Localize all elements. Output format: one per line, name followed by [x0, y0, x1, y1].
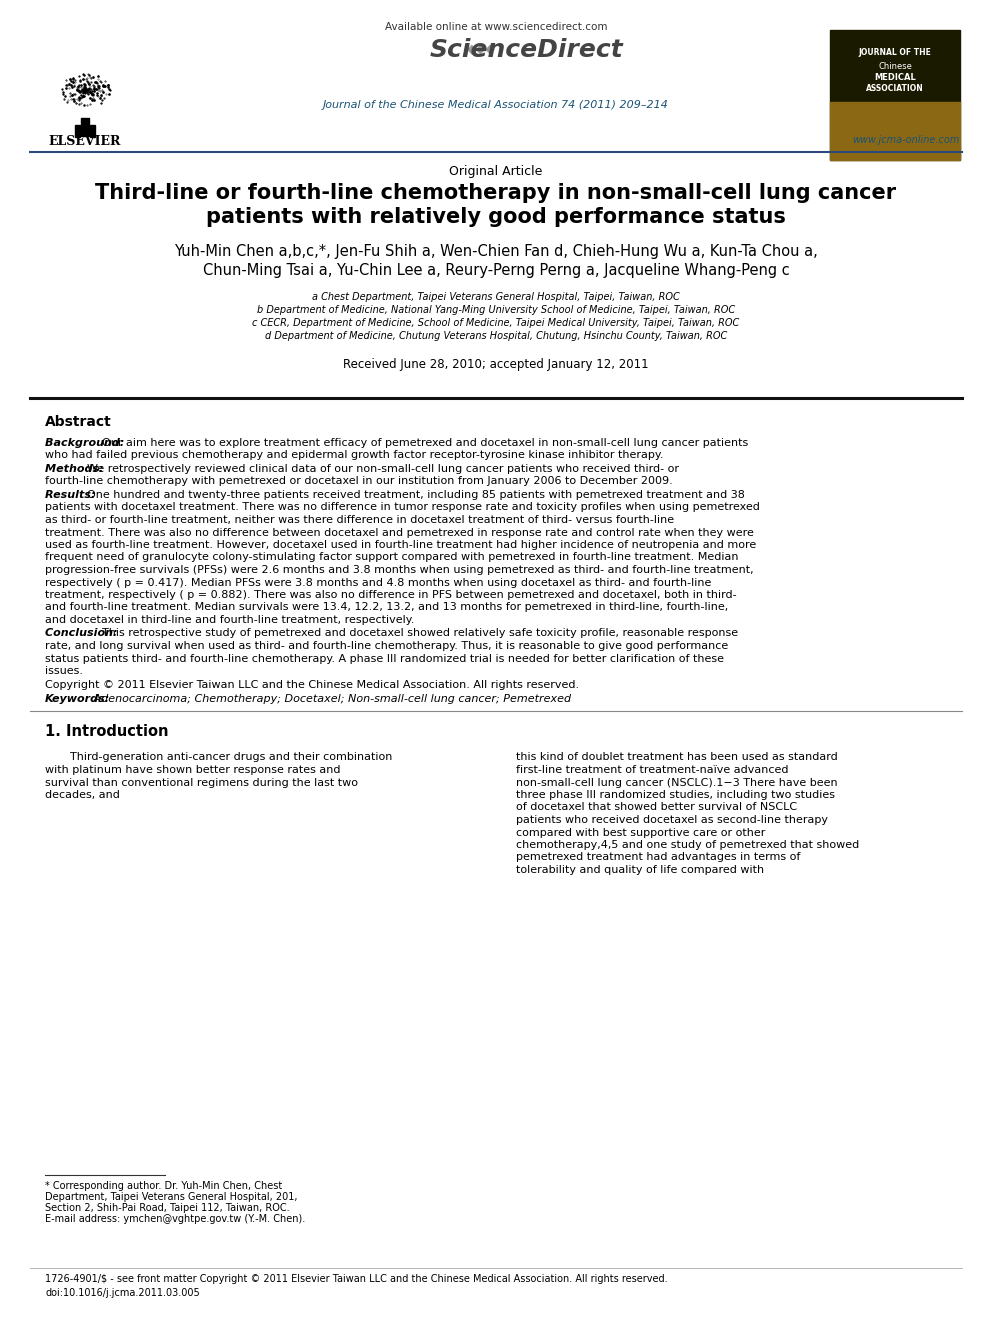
Text: status patients third- and fourth-line chemotherapy. A phase III randomized tria: status patients third- and fourth-line c…: [45, 654, 724, 664]
Text: www.jcma-online.com: www.jcma-online.com: [853, 135, 960, 146]
Text: We retrospectively reviewed clinical data of our non-small-cell lung cancer pati: We retrospectively reviewed clinical dat…: [86, 464, 679, 474]
Text: Third-line or fourth-line chemotherapy in non-small-cell lung cancer: Third-line or fourth-line chemotherapy i…: [95, 183, 897, 202]
Text: Third-generation anti-cancer drugs and their combination: Third-generation anti-cancer drugs and t…: [70, 753, 393, 762]
Text: rate, and long survival when used as third- and fourth-line chemotherapy. Thus, : rate, and long survival when used as thi…: [45, 642, 728, 651]
Text: as third- or fourth-line treatment, neither was there difference in docetaxel tr: as third- or fourth-line treatment, neit…: [45, 515, 675, 525]
Text: survival than conventional regimens during the last two: survival than conventional regimens duri…: [45, 778, 358, 787]
Text: doi:10.1016/j.jcma.2011.03.005: doi:10.1016/j.jcma.2011.03.005: [45, 1289, 199, 1298]
Text: Abstract: Abstract: [45, 415, 112, 429]
Text: 1. Introduction: 1. Introduction: [45, 725, 169, 740]
Text: patients with docetaxel treatment. There was no difference in tumor response rat: patients with docetaxel treatment. There…: [45, 503, 760, 512]
Text: Conclusion:: Conclusion:: [45, 628, 121, 639]
Text: who had failed previous chemotherapy and epidermal growth factor receptor-tyrosi: who had failed previous chemotherapy and…: [45, 451, 664, 460]
Text: Received June 28, 2010; accepted January 12, 2011: Received June 28, 2010; accepted January…: [343, 359, 649, 370]
Text: This retrospective study of pemetrexed and docetaxel showed relatively safe toxi: This retrospective study of pemetrexed a…: [102, 628, 738, 639]
Text: chemotherapy,4,5 and one study of pemetrexed that showed: chemotherapy,4,5 and one study of pemetr…: [516, 840, 859, 849]
Text: c CECR, Department of Medicine, School of Medicine, Taipei Medical University, T: c CECR, Department of Medicine, School o…: [252, 318, 740, 328]
Text: ASSOCIATION: ASSOCIATION: [866, 83, 924, 93]
Text: and docetaxel in third-line and fourth-line treatment, respectively.: and docetaxel in third-line and fourth-l…: [45, 615, 415, 624]
Text: 1726-4901/$ - see front matter Copyright © 2011 Elsevier Taiwan LLC and the Chin: 1726-4901/$ - see front matter Copyright…: [45, 1274, 668, 1285]
Bar: [81, 118, 89, 136]
Text: a Chest Department, Taipei Veterans General Hospital, Taipei, Taiwan, ROC: a Chest Department, Taipei Veterans Gene…: [312, 292, 680, 302]
Text: used as fourth-line treatment. However, docetaxel used in fourth-line treatment : used as fourth-line treatment. However, …: [45, 540, 756, 550]
Bar: [75, 124, 80, 138]
Text: * Corresponding author. Dr. Yuh-Min Chen, Chest: * Corresponding author. Dr. Yuh-Min Chen…: [45, 1181, 283, 1191]
Text: b Department of Medicine, National Yang-Ming University School of Medicine, Taip: b Department of Medicine, National Yang-…: [257, 306, 735, 315]
Text: Methods:: Methods:: [45, 464, 107, 474]
Text: three phase III randomized studies, including two studies: three phase III randomized studies, incl…: [516, 790, 835, 800]
Text: Original Article: Original Article: [449, 165, 543, 179]
Text: ELSEVIER: ELSEVIER: [49, 135, 121, 148]
Text: patients with relatively good performance status: patients with relatively good performanc…: [206, 206, 786, 228]
Text: issues.: issues.: [45, 665, 83, 676]
Text: tolerability and quality of life compared with: tolerability and quality of life compare…: [516, 865, 764, 875]
Text: Chun-Ming Tsai a, Yu-Chin Lee a, Reury-Perng Perng a, Jacqueline Whang-Peng c: Chun-Ming Tsai a, Yu-Chin Lee a, Reury-P…: [202, 263, 790, 278]
Text: Keywords:: Keywords:: [45, 695, 110, 704]
Text: non-small-cell lung cancer (NSCLC).1−3 There have been: non-small-cell lung cancer (NSCLC).1−3 T…: [516, 778, 837, 787]
Text: Our aim here was to explore treatment efficacy of pemetrexed and docetaxel in no: Our aim here was to explore treatment ef…: [102, 438, 748, 448]
Text: treatment, respectively ( p = 0.882). There was also no difference in PFS betwee: treatment, respectively ( p = 0.882). Th…: [45, 590, 737, 601]
Text: Yuh-Min Chen a,b,c,*, Jen-Fu Shih a, Wen-Chien Fan d, Chieh-Hung Wu a, Kun-Ta Ch: Yuh-Min Chen a,b,c,*, Jen-Fu Shih a, Wen…: [175, 243, 817, 259]
Text: fourth-line chemotherapy with pemetrexed or docetaxel in our institution from Ja: fourth-line chemotherapy with pemetrexed…: [45, 476, 673, 487]
Text: ◆◆◆: ◆◆◆: [466, 42, 495, 56]
Bar: [830, 30, 960, 160]
Text: treatment. There was also no difference between docetaxel and pemetrexed in resp: treatment. There was also no difference …: [45, 528, 754, 537]
Text: Adenocarcinoma; Chemotherapy; Docetaxel; Non-small-cell lung cancer; Pemetrexed: Adenocarcinoma; Chemotherapy; Docetaxel;…: [90, 695, 571, 704]
Text: this kind of doublet treatment has been used as standard: this kind of doublet treatment has been …: [516, 753, 838, 762]
Text: Journal of the Chinese Medical Association 74 (2011) 209–214: Journal of the Chinese Medical Associati…: [323, 101, 669, 110]
Text: Available online at www.sciencedirect.com: Available online at www.sciencedirect.co…: [385, 22, 607, 32]
Text: One hundred and twenty-three patients received treatment, including 85 patients : One hundred and twenty-three patients re…: [86, 490, 744, 500]
Text: Copyright © 2011 Elsevier Taiwan LLC and the Chinese Medical Association. All ri: Copyright © 2011 Elsevier Taiwan LLC and…: [45, 680, 579, 691]
Text: MEDICAL: MEDICAL: [874, 73, 916, 82]
Text: of docetaxel that showed better survival of NSCLC: of docetaxel that showed better survival…: [516, 803, 798, 812]
Text: compared with best supportive care or other: compared with best supportive care or ot…: [516, 827, 766, 837]
Text: respectively ( p = 0.417). Median PFSs were 3.8 months and 4.8 months when using: respectively ( p = 0.417). Median PFSs w…: [45, 578, 711, 587]
Text: progression-free survivals (PFSs) were 2.6 months and 3.8 months when using peme: progression-free survivals (PFSs) were 2…: [45, 565, 754, 576]
Bar: [830, 102, 960, 160]
Text: Department, Taipei Veterans General Hospital, 201,: Department, Taipei Veterans General Hosp…: [45, 1192, 298, 1203]
Text: JOURNAL OF THE: JOURNAL OF THE: [858, 48, 931, 57]
Text: Section 2, Shih-Pai Road, Taipei 112, Taiwan, ROC.: Section 2, Shih-Pai Road, Taipei 112, Ta…: [45, 1203, 290, 1213]
Text: first-line treatment of treatment-naïve advanced: first-line treatment of treatment-naïve …: [516, 765, 789, 775]
Text: Results:: Results:: [45, 490, 99, 500]
Text: pemetrexed treatment had advantages in terms of: pemetrexed treatment had advantages in t…: [516, 852, 801, 863]
Text: frequent need of granulocyte colony-stimulating factor support compared with pem: frequent need of granulocyte colony-stim…: [45, 553, 738, 562]
Text: Background:: Background:: [45, 438, 128, 448]
Text: patients who received docetaxel as second-line therapy: patients who received docetaxel as secon…: [516, 815, 828, 826]
Text: E-mail address: ymchen@vghtpe.gov.tw (Y.-M. Chen).: E-mail address: ymchen@vghtpe.gov.tw (Y.…: [45, 1215, 306, 1224]
Text: d Department of Medicine, Chutung Veterans Hospital, Chutung, Hsinchu County, Ta: d Department of Medicine, Chutung Vetera…: [265, 331, 727, 341]
Bar: [90, 124, 95, 138]
Text: ScienceDirect: ScienceDirect: [430, 38, 623, 62]
Text: and fourth-line treatment. Median survivals were 13.4, 12.2, 13.2, and 13 months: and fourth-line treatment. Median surviv…: [45, 602, 728, 613]
Text: decades, and: decades, and: [45, 790, 120, 800]
Text: with platinum have shown better response rates and: with platinum have shown better response…: [45, 765, 340, 775]
Text: Chinese: Chinese: [878, 62, 912, 71]
